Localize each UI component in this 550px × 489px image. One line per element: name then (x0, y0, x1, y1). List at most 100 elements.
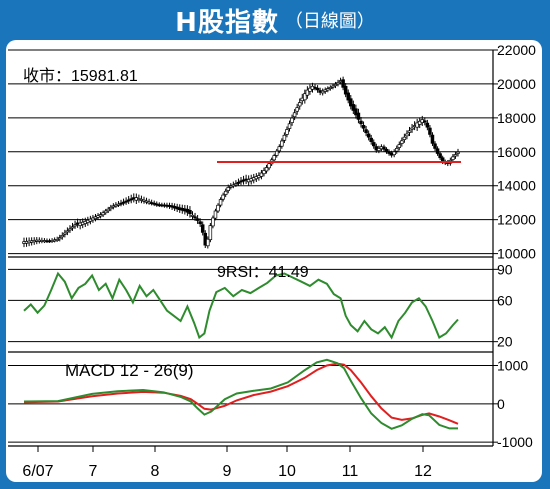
date-tick-label: 12 (414, 463, 432, 480)
candle-body (101, 212, 105, 216)
candle-body (326, 88, 330, 91)
candle-body (200, 224, 205, 233)
candle-body (430, 134, 435, 144)
rsi-line (23, 271, 459, 340)
candle-body (428, 127, 432, 135)
candle-body (195, 218, 200, 221)
candle-body (193, 216, 197, 219)
price-tick-label: 18000 (497, 110, 536, 126)
candle-body (433, 143, 437, 149)
candle-body (394, 148, 399, 152)
candle-body (116, 203, 121, 206)
macd-tick-label: 1000 (497, 358, 528, 374)
price-close-label: 收市：15981.81 (23, 67, 138, 85)
date-tick-label: 11 (342, 463, 359, 480)
candle-body (267, 163, 271, 169)
candle-body (206, 238, 210, 247)
candle-body (425, 122, 430, 128)
candle-body (382, 146, 386, 150)
candle-body (106, 208, 110, 212)
candle-body (198, 221, 202, 225)
macd-panel: -1000 0 1000 MACD 12 - 26(9) (8, 358, 533, 450)
price-tick-label: 10000 (497, 246, 536, 262)
date-tick-label: 7 (89, 463, 98, 480)
candle-body (216, 204, 220, 212)
candle-body (290, 117, 294, 123)
candle-body (211, 217, 215, 227)
rsi-tick-label: 20 (497, 334, 513, 350)
candle-body (364, 129, 368, 134)
macd-tick-label: -1000 (497, 434, 533, 450)
candle-body (124, 200, 128, 203)
candle-body (303, 93, 307, 101)
date-tick-label: 6/07 (22, 463, 53, 480)
candle-body (295, 107, 299, 112)
candle-body (236, 181, 241, 184)
price-candles (22, 76, 460, 249)
candle-body (73, 224, 77, 227)
candle-body (285, 129, 289, 135)
candle-body (229, 185, 233, 188)
candle-body (297, 102, 302, 107)
price-tick-label: 16000 (497, 144, 536, 160)
candle-body (126, 199, 131, 202)
candle-body (93, 216, 98, 220)
date-axis: 6/07 7 8 9 10 11 12 (22, 446, 432, 480)
candle-body (272, 155, 276, 161)
candle-body (346, 92, 350, 101)
date-tick-label: 8 (151, 463, 160, 480)
candle-body (109, 206, 113, 210)
chart-title: H股指數 （日線圖） (0, 0, 550, 40)
candle-body (70, 226, 75, 229)
candle-body (282, 134, 287, 141)
candle-body (384, 148, 389, 153)
candle-body (359, 120, 363, 125)
candle-body (65, 230, 70, 233)
date-tick-label: 9 (223, 463, 232, 480)
candle-body (221, 194, 225, 200)
candle-body (402, 136, 407, 140)
candle-body (423, 120, 427, 123)
candle-body (410, 127, 414, 130)
rsi-gridlines (8, 268, 493, 343)
candle-body (320, 90, 325, 94)
candle-body (400, 140, 404, 144)
candle-body (341, 79, 345, 88)
candle-body (231, 184, 236, 187)
candle-body (305, 89, 310, 96)
candle-body (280, 140, 284, 147)
price-tick-label: 20000 (497, 76, 536, 92)
macd-axis: -1000 0 1000 (493, 358, 533, 450)
candle-body (356, 112, 361, 120)
candle-body (323, 89, 327, 92)
candle-body (208, 225, 213, 241)
chart-title-subtitle: （日線圖） (284, 11, 375, 32)
candle-body (405, 133, 409, 137)
macd-label: MACD 12 - 26(9) (65, 361, 193, 380)
candle-body (68, 228, 72, 231)
chart-title-main: H股指數 (175, 7, 279, 38)
candle-body (223, 190, 228, 195)
candle-body (63, 232, 67, 235)
candle-body (453, 154, 458, 157)
candle-body (277, 146, 282, 152)
price-gridlines (8, 49, 493, 255)
candle-body (369, 137, 373, 142)
candle-body (415, 122, 419, 128)
candle-body (377, 148, 381, 151)
candle-body (315, 87, 320, 91)
candle-body (372, 142, 376, 147)
candle-body (387, 151, 391, 154)
macd-gridlines (8, 365, 493, 443)
price-axis: 10000 12000 14000 16000 18000 20000 22000 (493, 42, 536, 262)
macd-tick-label: 0 (497, 396, 505, 412)
candle-body (57, 237, 62, 240)
rsi-axis: 20 60 90 (493, 261, 513, 350)
candle-body (259, 172, 264, 177)
candle-body (96, 215, 100, 218)
rsi-tick-label: 60 (497, 292, 513, 308)
candle-body (438, 153, 442, 159)
candle-body (119, 202, 123, 205)
candle-body (262, 170, 266, 175)
